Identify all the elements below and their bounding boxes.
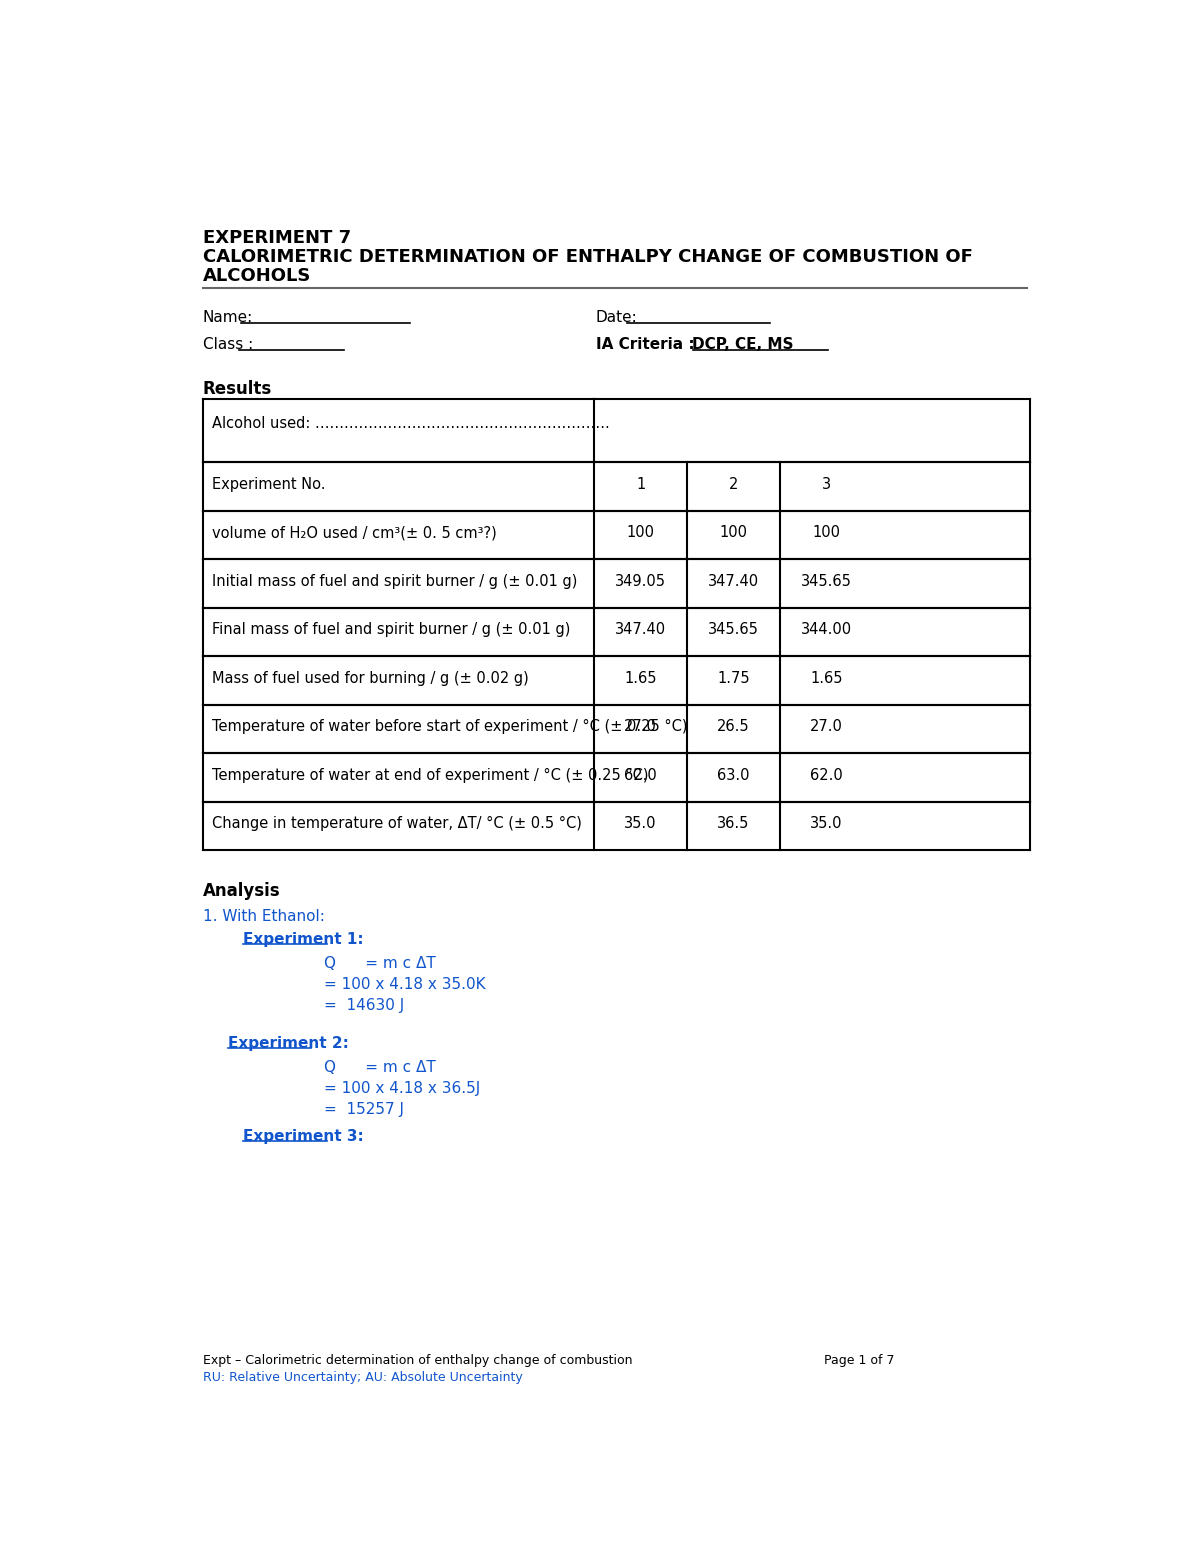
- Text: 1.65: 1.65: [624, 671, 656, 686]
- Text: Temperature of water before start of experiment / °C (± 0.25 °C): Temperature of water before start of exp…: [212, 719, 688, 735]
- Text: 26.5: 26.5: [718, 719, 750, 735]
- Text: 2: 2: [728, 477, 738, 492]
- Text: 345.65: 345.65: [708, 623, 760, 637]
- Text: =  14630 J: = 14630 J: [324, 999, 404, 1013]
- Text: Initial mass of fuel and spirit burner / g (± 0.01 g): Initial mass of fuel and spirit burner /…: [212, 573, 577, 589]
- Text: 27.0: 27.0: [624, 719, 658, 735]
- Text: 100: 100: [626, 525, 654, 540]
- Text: 349.05: 349.05: [616, 573, 666, 589]
- Text: Expt – Calorimetric determination of enthalpy change of combustion: Expt – Calorimetric determination of ent…: [203, 1354, 632, 1368]
- Text: DCP, CE, MS: DCP, CE, MS: [692, 337, 794, 351]
- Text: 35.0: 35.0: [624, 817, 656, 831]
- Text: volume of H₂O used / cm³(± 0. 5 cm³?): volume of H₂O used / cm³(± 0. 5 cm³?): [212, 525, 497, 540]
- Text: 3: 3: [822, 477, 832, 492]
- Text: Alcohol used: …………………………………………………….: Alcohol used: …………………………………………………….: [212, 416, 610, 430]
- Text: 1.65: 1.65: [810, 671, 842, 686]
- Text: 62.0: 62.0: [810, 767, 842, 783]
- Text: Experiment 2:: Experiment 2:: [228, 1036, 348, 1051]
- Text: Date:: Date:: [595, 309, 637, 325]
- Text: Page 1 of 7: Page 1 of 7: [824, 1354, 895, 1368]
- Text: Mass of fuel used for burning / g (± 0.02 g): Mass of fuel used for burning / g (± 0.0…: [212, 671, 529, 686]
- Text: Experiment 3:: Experiment 3:: [242, 1129, 364, 1145]
- Text: =  15257 J: = 15257 J: [324, 1103, 404, 1117]
- Text: 100: 100: [812, 525, 840, 540]
- Text: 63.0: 63.0: [718, 767, 750, 783]
- Text: 100: 100: [720, 525, 748, 540]
- Text: RU: Relative Uncertainty; AU: Absolute Uncertainty: RU: Relative Uncertainty; AU: Absolute U…: [203, 1371, 522, 1384]
- Text: ALCOHOLS: ALCOHOLS: [203, 267, 311, 286]
- Text: 36.5: 36.5: [718, 817, 750, 831]
- Text: = 100 x 4.18 x 36.5J: = 100 x 4.18 x 36.5J: [324, 1081, 481, 1096]
- Text: 35.0: 35.0: [810, 817, 842, 831]
- Text: 27.0: 27.0: [810, 719, 844, 735]
- Text: 347.40: 347.40: [708, 573, 760, 589]
- Text: 1: 1: [636, 477, 646, 492]
- Text: Name:: Name:: [203, 309, 253, 325]
- Text: 62.0: 62.0: [624, 767, 656, 783]
- Text: Temperature of water at end of experiment / °C (± 0.25 °C): Temperature of water at end of experimen…: [212, 767, 648, 783]
- Text: 1.75: 1.75: [718, 671, 750, 686]
- Text: Experiment 1:: Experiment 1:: [242, 932, 364, 947]
- Text: CALORIMETRIC DETERMINATION OF ENTHALPY CHANGE OF COMBUSTION OF: CALORIMETRIC DETERMINATION OF ENTHALPY C…: [203, 248, 972, 266]
- Text: EXPERIMENT 7: EXPERIMENT 7: [203, 228, 350, 247]
- Text: IA Criteria :: IA Criteria :: [595, 337, 700, 351]
- Text: Q      = m c ΔT: Q = m c ΔT: [324, 957, 436, 971]
- Text: 1. With Ethanol:: 1. With Ethanol:: [203, 909, 324, 924]
- Text: 347.40: 347.40: [616, 623, 666, 637]
- Text: Analysis: Analysis: [203, 882, 281, 901]
- Text: Results: Results: [203, 380, 272, 399]
- Text: 345.65: 345.65: [802, 573, 852, 589]
- Text: Change in temperature of water, ΔT/ °C (± 0.5 °C): Change in temperature of water, ΔT/ °C (…: [212, 817, 582, 831]
- Text: Q      = m c ΔT: Q = m c ΔT: [324, 1061, 436, 1075]
- Text: Experiment No.: Experiment No.: [212, 477, 325, 492]
- Text: Final mass of fuel and spirit burner / g (± 0.01 g): Final mass of fuel and spirit burner / g…: [212, 623, 570, 637]
- Text: Class :: Class :: [203, 337, 253, 351]
- Text: 344.00: 344.00: [802, 623, 852, 637]
- Text: = 100 x 4.18 x 35.0K: = 100 x 4.18 x 35.0K: [324, 977, 486, 992]
